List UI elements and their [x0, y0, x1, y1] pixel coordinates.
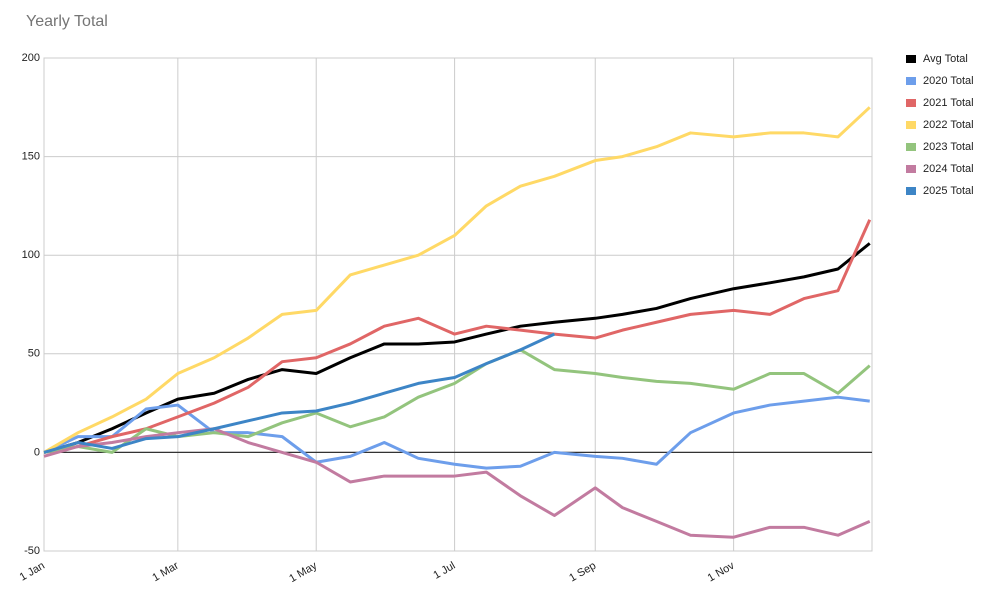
series-line	[43, 427, 871, 539]
series-line	[43, 106, 871, 454]
x-tick-label: 1 Jan	[18, 560, 47, 584]
x-tick-label: 1 Nov	[706, 559, 737, 584]
x-tick-label: 1 Jul	[431, 560, 457, 582]
series-line	[43, 395, 870, 470]
x-tick-label: 1 Sep	[567, 560, 598, 585]
series-line	[43, 219, 872, 454]
y-tick-label: 100	[22, 249, 40, 261]
legend-swatch	[906, 99, 916, 107]
legend-label: 2025 Total	[923, 185, 974, 197]
x-tick-label: 1 Mar	[150, 560, 181, 585]
y-tick-label: 50	[28, 348, 40, 360]
legend-swatch	[906, 143, 916, 151]
legend-swatch	[906, 121, 916, 129]
y-tick-label: -50	[24, 545, 40, 557]
legend-swatch	[906, 77, 916, 85]
x-tick-label: 1 May	[287, 559, 319, 585]
y-tick-label: 200	[22, 52, 40, 64]
legend-swatch	[906, 187, 916, 195]
legend-swatch	[906, 165, 916, 173]
y-tick-label: 150	[22, 151, 40, 163]
legend-swatch	[906, 55, 916, 63]
y-tick-label: 0	[34, 446, 40, 458]
series-line	[43, 242, 871, 454]
chart-title: Yearly Total	[26, 13, 108, 30]
legend-label: 2021 Total	[923, 97, 974, 109]
legend-label: 2024 Total	[923, 163, 974, 175]
legend-label: Avg Total	[923, 53, 968, 65]
series-line	[43, 332, 556, 454]
legend-label: 2020 Total	[923, 75, 974, 87]
legend-label: 2022 Total	[923, 119, 974, 131]
legend-label: 2023 Total	[923, 141, 974, 153]
